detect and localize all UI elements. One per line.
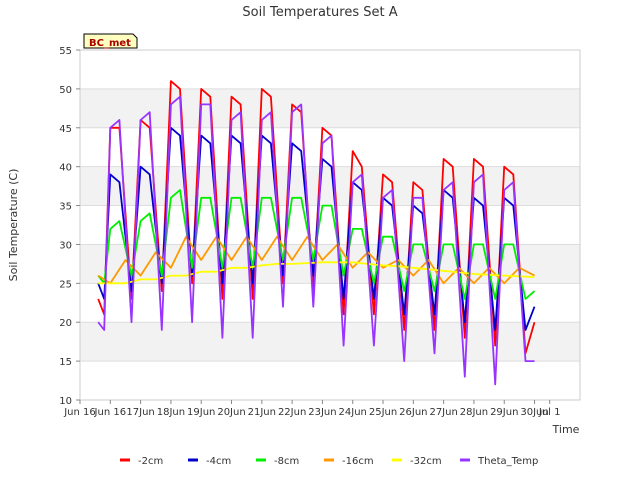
x-tick-label: 29Jun: [490, 407, 518, 418]
series-line-16cm: [97, 235, 535, 285]
plot-border: [79, 49, 581, 401]
plot-band: [80, 322, 580, 362]
site-badge-label: BC_met: [89, 38, 131, 49]
x-tick-label: Jul 1: [538, 407, 561, 418]
y-tick-label: 15: [59, 357, 72, 368]
x-tick-label: 23Jun: [308, 407, 336, 418]
legend-label: -8cm: [274, 456, 299, 467]
y-tick-label: 40: [59, 163, 72, 174]
series-line-Theta-Temp: [97, 95, 535, 386]
series-layer: [97, 80, 536, 386]
y-tick-label: 45: [59, 124, 72, 135]
y-tick-label: 20: [59, 318, 72, 329]
x-tick-label: 17Jun: [126, 407, 154, 418]
x-tick-label: 30Jun: [520, 407, 548, 418]
x-tick-label: 26Jun: [399, 407, 427, 418]
y-tick-label: 35: [59, 202, 72, 213]
plot-band: [80, 88, 580, 128]
plot-band: [80, 283, 580, 323]
y-axis-label: Soil Temperature (C): [7, 169, 20, 282]
x-tick-label: 21Jun: [248, 407, 276, 418]
chart-title: Soil Temperatures Set A: [242, 5, 397, 20]
x-tick-label: 27Jun: [429, 407, 457, 418]
y-tick-label: 30: [59, 240, 72, 251]
x-tick-label: 20Jun: [217, 407, 245, 418]
y-tick-label: 10: [59, 396, 72, 407]
y-axis: 10 15 20 25 30 35 40 45 50 55: [59, 46, 80, 407]
plot-band: [80, 50, 580, 89]
site-badge-box: [83, 33, 138, 49]
legend-label: -2cm: [138, 456, 163, 467]
y-tick-label: 25: [59, 279, 72, 290]
x-tick-label: 22Jun: [278, 407, 306, 418]
legend-label: Theta_Temp: [477, 456, 538, 467]
legend-label: -16cm: [342, 456, 374, 467]
plot-band: [80, 361, 580, 400]
x-tick-label: 25Jun: [369, 407, 397, 418]
x-tick-label: Jun 16: [94, 407, 127, 418]
legend-label: -4cm: [206, 456, 231, 467]
x-tick-label: 19Jun: [187, 407, 215, 418]
plot-band: [80, 166, 580, 206]
x-axis-label: Time: [552, 423, 580, 436]
legend: -2cm -4cm -8cm -16cm -32cm Theta_Temp: [120, 456, 538, 467]
y-tick-label: 50: [59, 85, 72, 96]
x-tick-label: 28Jun: [460, 407, 488, 418]
y-tick-label: 55: [59, 46, 72, 57]
x-tick-label: 24Jun: [339, 407, 367, 418]
site-badge: BC_met: [83, 33, 138, 49]
x-tick-label: 18Jun: [157, 407, 185, 418]
legend-label: -32cm: [410, 456, 442, 467]
x-tick-label: Jun 16: [63, 407, 96, 418]
plot-band: [80, 244, 580, 284]
